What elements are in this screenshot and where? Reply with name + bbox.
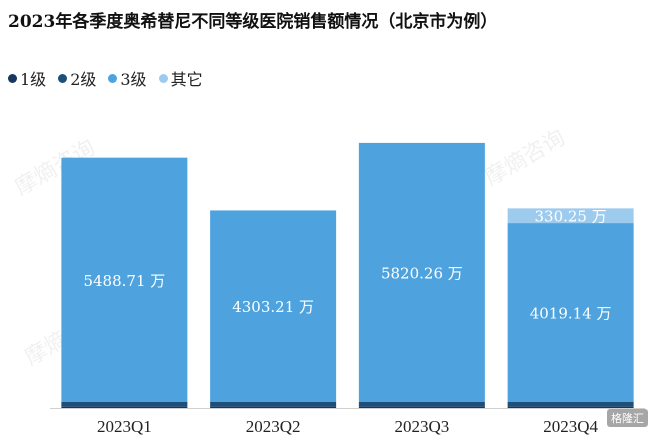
x-tick-label-2023q3: 2023Q3 (394, 417, 449, 436)
bar-level3-2023q4 (507, 223, 634, 402)
legend-dot-level3 (108, 73, 118, 83)
data-label-level3-2023q1: 5488.71 万 (83, 272, 165, 290)
bar-level1-2023q2 (210, 406, 337, 408)
legend-label-level3: 3级 (120, 70, 147, 89)
data-label-other-2023q4: 330.25 万 (534, 208, 606, 226)
corner-logo-text: 格隆汇 (607, 409, 648, 427)
data-label-level3-2023q2: 4303.21 万 (232, 298, 314, 316)
legend-item-level1: 1级 (8, 66, 46, 90)
bar-other-2023q4 (507, 208, 634, 224)
data-label-level3-2023q4: 4019.14 万 (530, 305, 612, 323)
legend-item-level2: 2级 (58, 66, 96, 90)
data-label-level3-2023q3: 5820.26 万 (381, 264, 463, 282)
x-tick-label-2023q2: 2023Q2 (246, 417, 301, 436)
bar-level2-2023q3 (358, 401, 485, 407)
bar-level3-2023q2 (210, 210, 337, 402)
legend-dot-level1 (8, 73, 17, 83)
bar-level1-2023q1 (61, 406, 188, 408)
legend-item-level3: 3级 (108, 66, 147, 90)
bar-level1-2023q4 (507, 406, 634, 408)
legend-label-other: 其它 (170, 70, 203, 89)
x-tick-label-2023q1: 2023Q1 (97, 417, 152, 436)
bar-level3-2023q3 (358, 142, 485, 402)
bar-level3-2023q1 (61, 157, 188, 402)
legend-label-level1: 1级 (20, 70, 47, 89)
legend-dot-level2 (58, 73, 68, 83)
bar-level2-2023q1 (61, 401, 188, 407)
legend-label-level2: 2级 (70, 70, 97, 89)
bar-level1-2023q3 (358, 406, 485, 408)
bar-level2-2023q2 (210, 401, 337, 407)
chart-title: 2023年各季度奥希替尼不同等级医院销售额情况（北京市为例） (8, 12, 498, 32)
legend-dot-other (158, 73, 168, 83)
x-tick-label-2023q4: 2023Q4 (543, 417, 598, 436)
legend-item-other: 其它 (158, 66, 203, 90)
chart-legend: 1级 2级 3级 其它 (8, 66, 203, 90)
bar-level2-2023q4 (507, 401, 634, 407)
